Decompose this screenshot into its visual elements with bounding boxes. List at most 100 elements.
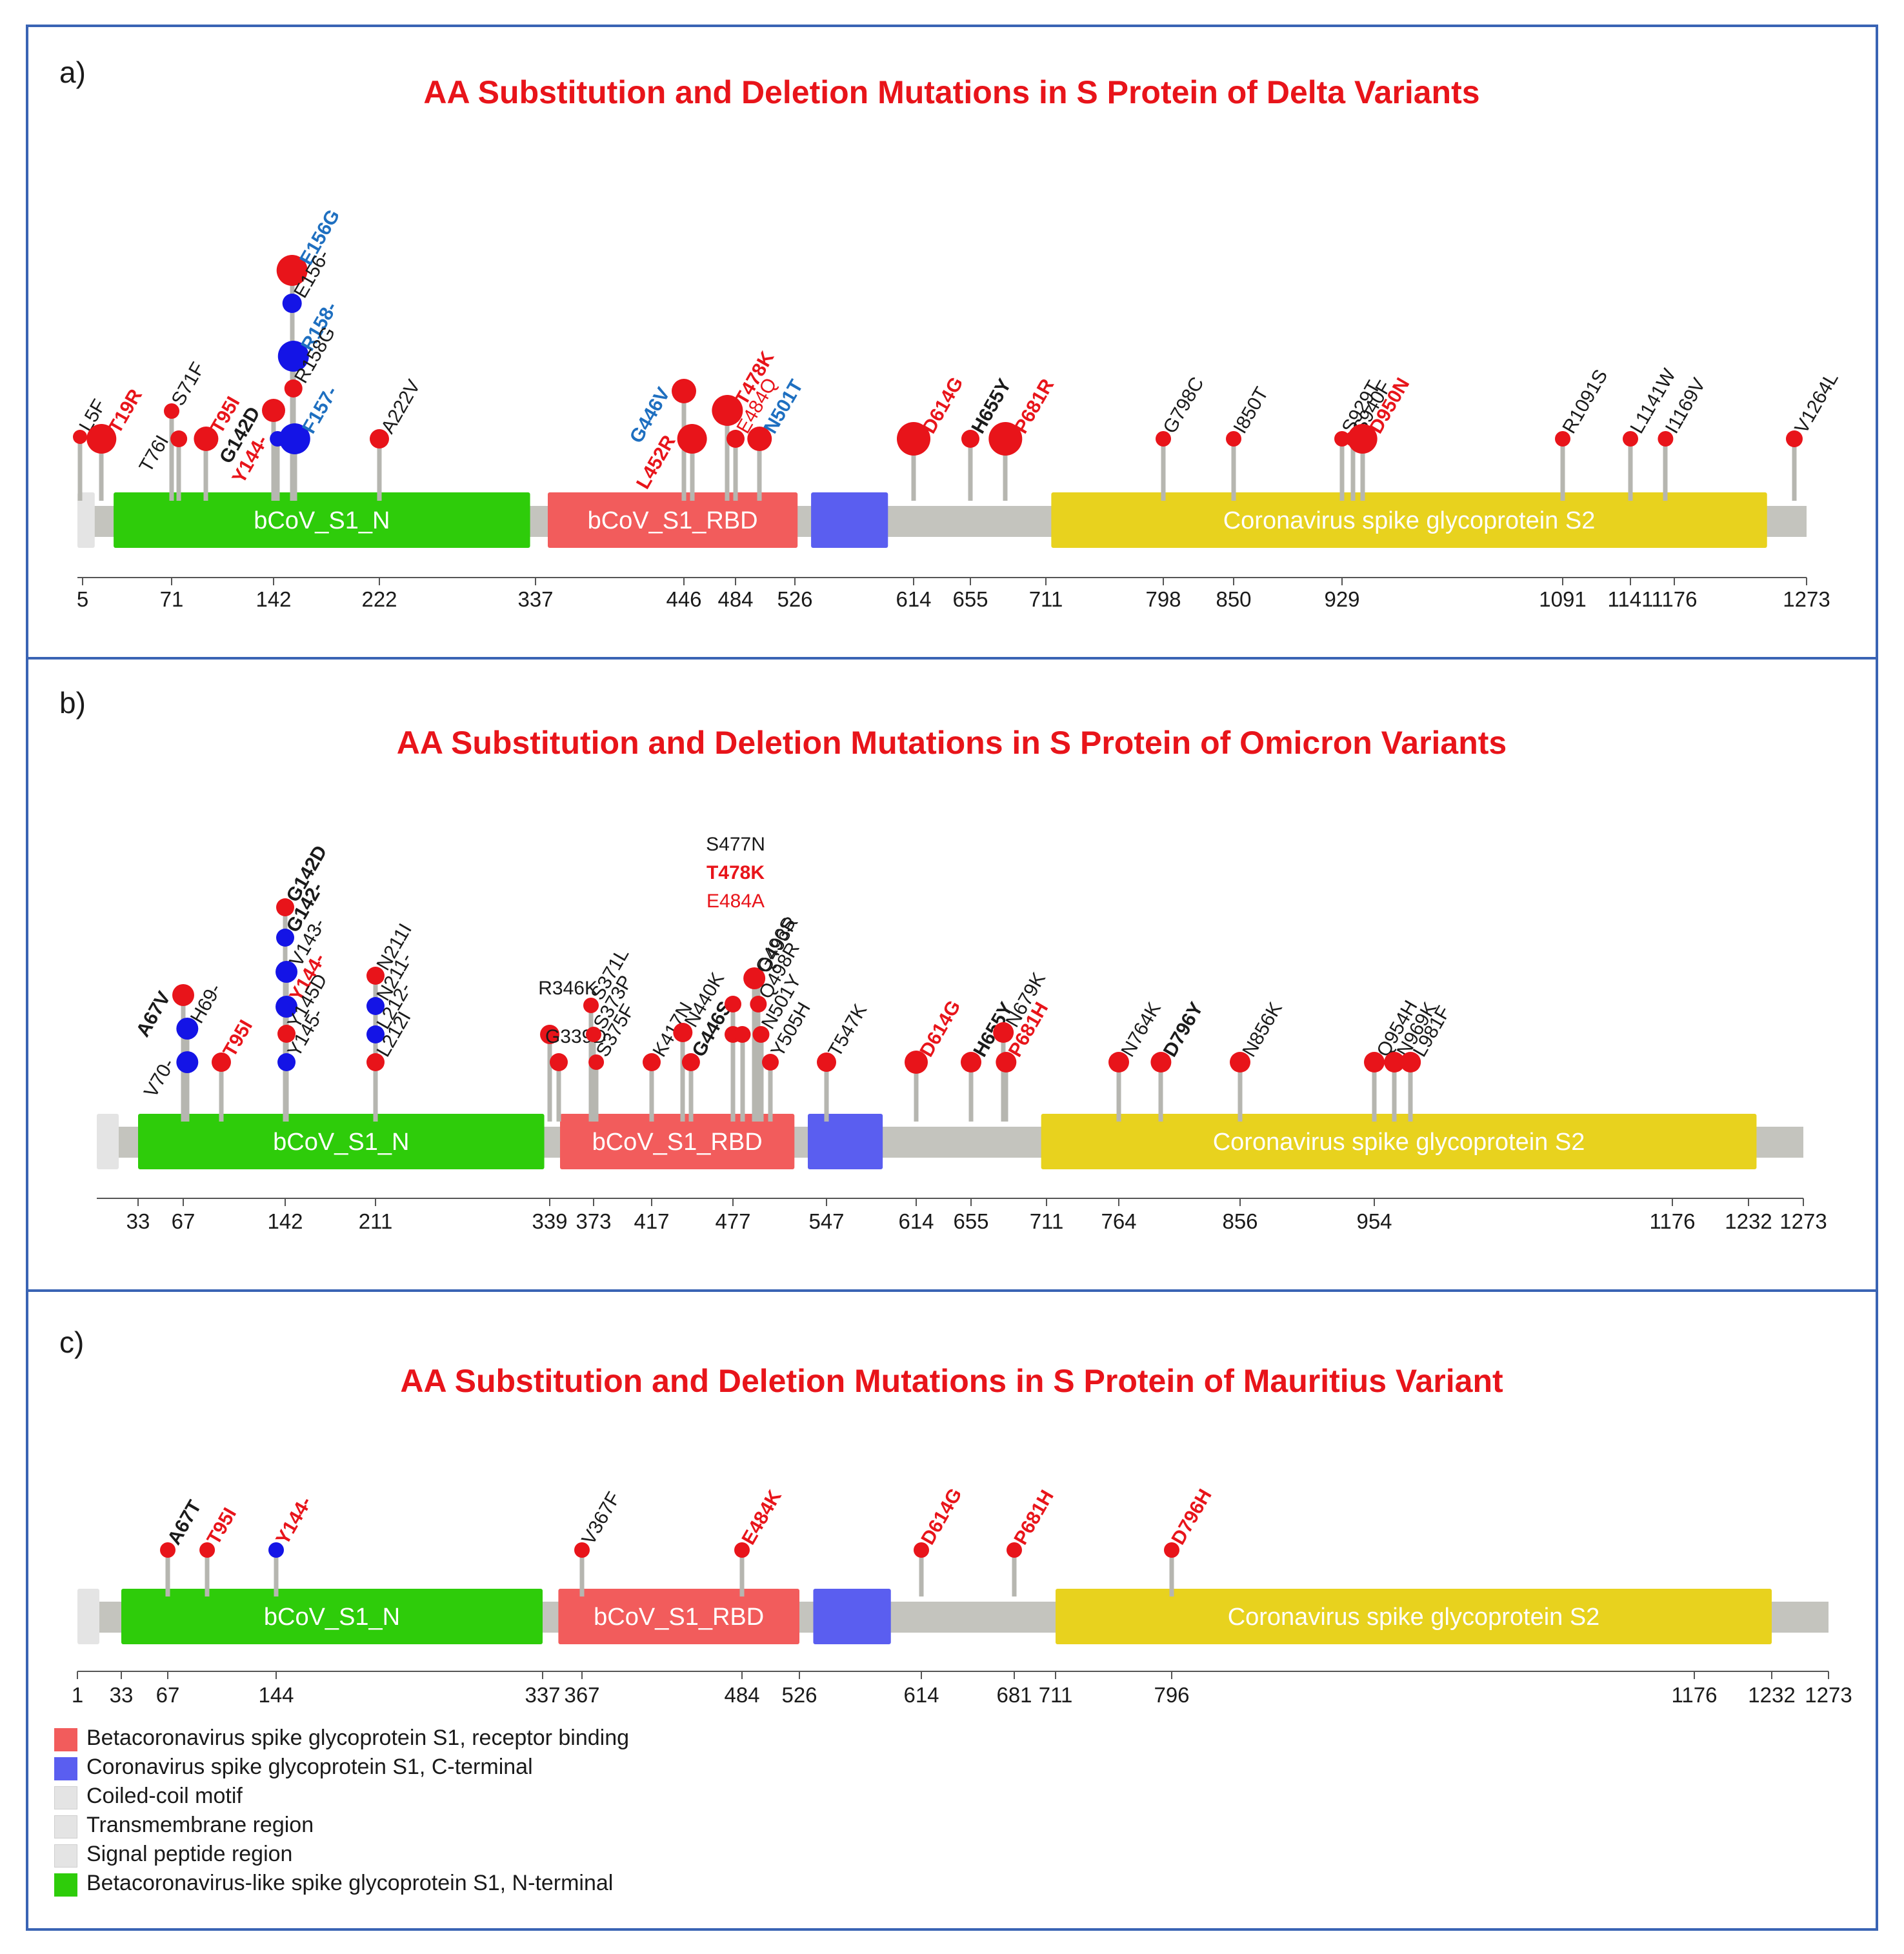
tick-label: 1 [72, 1683, 83, 1707]
tick-label: 71 [160, 587, 184, 611]
mutation-dot-red [1658, 431, 1674, 447]
mutation-label: Y144- [272, 1493, 316, 1549]
mutation-dot-red [199, 1542, 215, 1558]
domain-box-yellow [1051, 492, 1767, 548]
mutation-dot-red [897, 422, 930, 456]
mutation-dot-red [672, 379, 696, 403]
tick-label: 954 [1356, 1209, 1392, 1233]
mutation-dot-red [276, 898, 294, 916]
mutation-dot-red [743, 967, 766, 989]
mutation-dot-red [905, 1051, 928, 1074]
tick-label: 337 [517, 587, 553, 611]
tick-label: 142 [256, 587, 291, 611]
mutation-dot-red [734, 1026, 751, 1043]
mutation-dot-red [1108, 1052, 1129, 1073]
mutation-dot-red [211, 1053, 231, 1072]
mutation-dot-blue [276, 961, 298, 983]
mutation-dot-red [712, 395, 743, 426]
domain-box-gray [77, 1589, 99, 1644]
tick-label: 929 [1324, 587, 1359, 611]
tick-label: 856 [1222, 1209, 1258, 1233]
tick-label: 655 [952, 587, 988, 611]
legend-label: Coronavirus spike glycoprotein S1, C-ter… [86, 1755, 533, 1779]
mutation-dot-red [996, 1052, 1017, 1073]
tick-label: 526 [781, 1683, 817, 1707]
mutation-dot-red [988, 422, 1023, 456]
legend-label: Signal peptide region [86, 1842, 293, 1866]
tick-label: 1273 [1805, 1683, 1852, 1707]
tick-label: 1141 [1608, 587, 1654, 611]
mutation-dot-red [993, 1022, 1014, 1043]
mutation-dot-red [160, 1542, 175, 1558]
domain-label: Coronavirus spike glycoprotein S2 [1228, 1604, 1600, 1631]
mutation-label: T547K [824, 1000, 871, 1060]
mutation-dot-red [673, 1023, 693, 1042]
mutation-label: T478K [706, 862, 765, 883]
tick-label: 850 [1216, 587, 1251, 611]
legend-item: Transmembrane region [54, 1811, 957, 1840]
legend-swatch [54, 1786, 77, 1809]
tick-label: 547 [808, 1209, 844, 1233]
mutation-dot-red [817, 1053, 836, 1072]
panel-a-lollipop-plot: bCoV_S1_N bCoV_S1_RBD Coronavirus spike gl… [73, 206, 1843, 611]
mutation-label: D614G [916, 997, 965, 1061]
mutation-dot-red [1347, 424, 1378, 454]
mutation-label: P681R [1010, 375, 1059, 437]
mutation-dot-red [164, 403, 179, 419]
tick-label: 484 [717, 587, 753, 611]
tick-label: 1232 [1725, 1209, 1772, 1233]
mutation-dot-red [366, 1053, 385, 1071]
mutation-dot-red [170, 430, 188, 447]
mutation-dot-red [262, 399, 285, 422]
tick-label: 1273 [1783, 587, 1830, 611]
tick-label: 796 [1154, 1683, 1189, 1707]
domain-box-red [560, 1114, 795, 1169]
domain-box-blue [811, 492, 888, 548]
mutation-dot-red [586, 1027, 601, 1042]
mutation-dot-blue [282, 294, 302, 313]
mutation-dot-red [366, 967, 385, 985]
tick-label: 484 [724, 1683, 759, 1707]
mutation-dot-blue [276, 996, 298, 1018]
legend-label: Betacoronavirus spike glycoprotein S1, r… [86, 1726, 630, 1750]
mutation-dot-red [370, 429, 389, 448]
domain-box-green [138, 1114, 545, 1169]
tick-label: 67 [172, 1209, 195, 1233]
panel-c-border [26, 1289, 1878, 1931]
panel-b-lollipop-plot: bCoV_S1_N bCoV_S1_RBD Coronavirus spike gl… [97, 834, 1827, 1233]
mutation-dot-red [734, 1542, 750, 1558]
mutation-dot-red [540, 1025, 559, 1044]
legend-swatch [54, 1757, 77, 1780]
mutation-label: D614G [917, 1485, 966, 1549]
mutation-dot-red [1364, 1052, 1385, 1073]
mutation-dot-red [681, 1053, 700, 1071]
mutation-dot-blue [176, 1051, 199, 1073]
mutation-dot-red [727, 430, 745, 448]
tick-label: 1091 [1539, 587, 1586, 611]
mutation-dot-red [643, 1053, 661, 1071]
mutation-label: R346K [538, 978, 597, 999]
legend-swatch [54, 1728, 77, 1751]
tick-label: 142 [267, 1209, 303, 1233]
tick-label: 211 [359, 1209, 393, 1233]
domain-label: bCoV_S1_N [264, 1604, 400, 1631]
mutation-label: T95I [203, 1504, 241, 1548]
domain-legend: Betacoronavirus spike glycoprotein S1, r… [54, 1724, 957, 1899]
mutation-dot-red [1007, 1542, 1022, 1558]
mutation-dot-blue [277, 1053, 296, 1071]
mutation-label: V70- [140, 1055, 179, 1101]
domain-label: bCoV_S1_RBD [592, 1129, 763, 1156]
mutation-label: A222V [377, 376, 425, 438]
tick-label: 614 [898, 1209, 934, 1233]
legend-swatch [54, 1873, 77, 1897]
mutation-dot-red [1156, 431, 1171, 447]
mutation-dot-blue [279, 423, 310, 454]
mutation-label: N856K [1238, 999, 1286, 1061]
panel-c-title: AA Substitution and Deletion Mutations i… [400, 1363, 1503, 1399]
tick-label: 764 [1101, 1209, 1136, 1233]
panel-c-tag: c) [59, 1325, 84, 1359]
tick-label: 5 [77, 587, 88, 611]
mutation-dot-red [277, 1025, 296, 1043]
mutation-label: E484K [737, 1486, 786, 1548]
mutation-label: A67T [163, 1496, 205, 1548]
